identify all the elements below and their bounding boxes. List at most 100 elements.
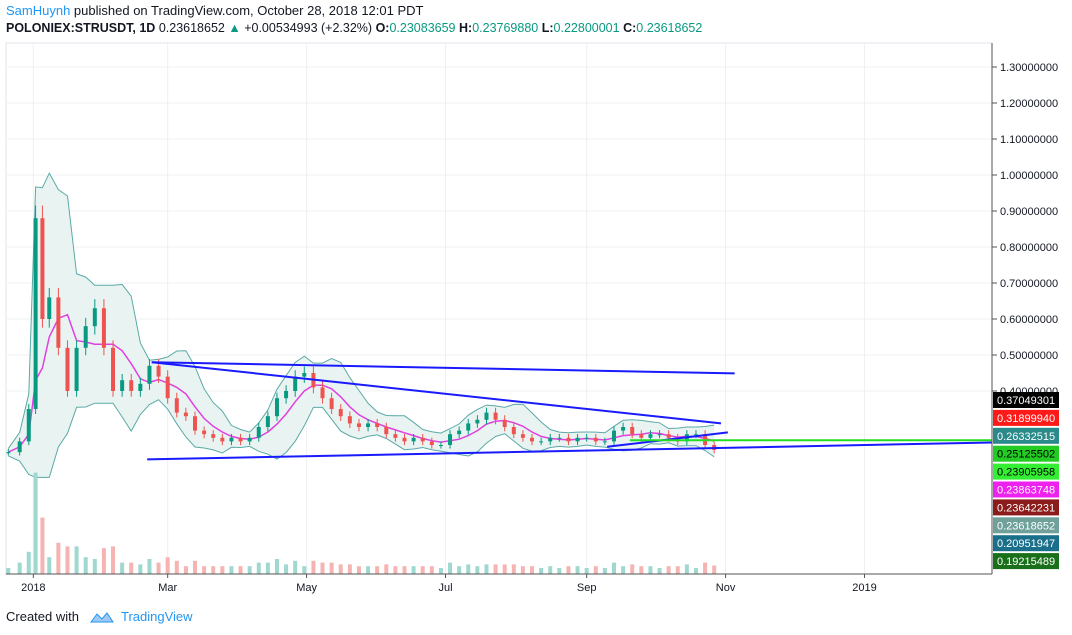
candle-body xyxy=(375,423,380,427)
volume-bar xyxy=(675,566,680,574)
tradingview-link[interactable]: TradingView xyxy=(120,609,193,624)
candle-body xyxy=(448,434,453,445)
price-label: 0.23863748 xyxy=(997,485,1055,497)
candle-body xyxy=(411,437,416,442)
price-label-bg xyxy=(993,409,1059,426)
volume-bar xyxy=(183,566,188,574)
close-label: C: xyxy=(623,21,637,35)
volume-bar xyxy=(138,564,143,574)
candle-body xyxy=(475,419,480,424)
y-tick-label: 0.80000000 xyxy=(1000,242,1058,254)
volume-bar xyxy=(502,564,507,574)
volume-bar xyxy=(238,566,243,574)
candle-body xyxy=(156,365,161,377)
volume-bar xyxy=(311,560,316,574)
volume-bar xyxy=(429,566,434,574)
trendline-rising-long xyxy=(147,441,993,461)
volume-bar xyxy=(384,564,389,574)
price-label: 0.25125502 xyxy=(997,449,1055,461)
volume-bar xyxy=(6,568,11,574)
candle-body xyxy=(548,437,553,442)
volume-bar xyxy=(520,566,525,574)
volume-bar xyxy=(557,568,562,574)
volume-bar xyxy=(657,568,662,574)
header-line-2: POLONIEX:STRUSDT, 1D 0.23618652 ▲ +0.005… xyxy=(6,21,702,35)
candle-body xyxy=(265,416,270,427)
price-change: +0.00534993 (+2.32%) xyxy=(244,21,373,35)
candle-body xyxy=(129,380,134,391)
price-label-bg xyxy=(993,445,1059,462)
volume-bar xyxy=(648,566,653,574)
y-tick-label: 0.70000000 xyxy=(1000,278,1058,290)
candle-body xyxy=(40,218,45,319)
volume-bar xyxy=(375,566,380,574)
price-label: 0.23618652 xyxy=(997,520,1055,532)
volume-bar xyxy=(165,557,170,574)
volume-bar xyxy=(438,568,443,574)
volume-bar xyxy=(147,559,152,574)
close-value: 0.23618652 xyxy=(636,21,703,35)
low-label: L: xyxy=(541,21,554,35)
candle-body xyxy=(657,434,662,436)
price-label-bg xyxy=(993,517,1059,534)
header-line-1: SamHuynh published on TradingView.com, O… xyxy=(6,3,423,18)
trendlines[interactable] xyxy=(147,361,993,461)
volume-bar xyxy=(247,566,252,574)
volume-bar xyxy=(347,564,352,574)
candle-body xyxy=(593,437,598,442)
candle-body xyxy=(402,437,407,442)
bollinger-lower xyxy=(8,399,715,478)
volume-bar xyxy=(83,557,88,574)
volume-bar xyxy=(475,566,480,574)
tradingview-logo-icon[interactable] xyxy=(89,610,115,624)
price-label-bg xyxy=(993,499,1059,516)
candle-body xyxy=(566,437,571,442)
candle-body xyxy=(138,383,143,391)
volume-bar xyxy=(630,564,635,574)
volume-bar xyxy=(256,562,261,574)
price-label-bg xyxy=(993,553,1059,570)
volume-bar xyxy=(220,566,225,574)
bollinger-upper xyxy=(7,172,715,449)
volume-bar xyxy=(101,548,106,574)
author-link[interactable]: SamHuynh xyxy=(6,3,71,18)
volume-bar xyxy=(92,559,97,574)
candle-body xyxy=(211,434,216,438)
candle-body xyxy=(393,434,398,438)
candle-body xyxy=(420,437,425,442)
volume-bar xyxy=(174,560,179,574)
candle-body xyxy=(611,430,616,442)
price-labels: 0.37049301 0.31899940 0.26332515 0.25125502… xyxy=(993,392,1059,570)
candle-body xyxy=(65,347,70,391)
volume-bar xyxy=(338,564,343,574)
candle-body xyxy=(630,427,635,435)
price-series xyxy=(6,205,717,456)
volume-bar xyxy=(211,566,216,574)
high-label: H: xyxy=(459,21,473,35)
volume-bar xyxy=(56,542,61,574)
volume-bar xyxy=(293,560,298,574)
change-arrow-icon: ▲ xyxy=(228,21,241,35)
candle-body xyxy=(147,365,152,384)
volume-bar xyxy=(229,566,234,574)
volume-bar xyxy=(511,564,516,574)
candle-body xyxy=(493,412,498,420)
candle-body xyxy=(666,434,671,438)
volume-bar xyxy=(302,566,307,574)
x-tick-label: Sep xyxy=(577,582,597,594)
volume-bar xyxy=(411,566,416,574)
volume-bar xyxy=(457,566,462,574)
symbol-label: POLONIEX:STRUSDT, 1D xyxy=(6,21,156,35)
candle-body xyxy=(520,434,525,438)
plot-area xyxy=(5,42,993,575)
candle-body xyxy=(320,387,325,399)
volume-bar xyxy=(17,562,22,574)
x-tick-label: May xyxy=(296,582,317,594)
candle-body xyxy=(693,434,698,436)
candle-body xyxy=(429,441,434,445)
volume-bars xyxy=(6,472,717,574)
candle-body xyxy=(356,423,361,427)
y-tick-label: 0.90000000 xyxy=(1000,206,1058,218)
candle-body xyxy=(347,416,352,424)
